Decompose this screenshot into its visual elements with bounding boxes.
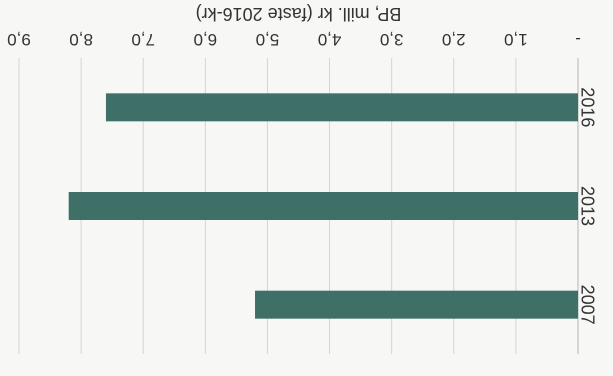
tick-label: 5,0 <box>256 30 280 49</box>
category-label: 2007 <box>577 285 597 325</box>
value-tick-labels: - 1,0 2,0 3,0 4,0 5,0 6,0 7,0 8,0 9,0 <box>7 30 581 49</box>
x-axis-title: BP, mill. kr (faste 2016-kr) <box>196 4 402 24</box>
tick-label: 4,0 <box>318 30 342 49</box>
tick-label: 6,0 <box>194 30 218 49</box>
tick-label: 3,0 <box>380 30 404 49</box>
bar-2016 <box>105 93 578 122</box>
tick-label: 7,0 <box>131 30 155 49</box>
bars <box>68 93 578 319</box>
tick-label: 1,0 <box>504 30 528 49</box>
category-label: 2013 <box>577 186 597 226</box>
bar-2007 <box>255 290 578 319</box>
tick-label: 9,0 <box>7 30 31 49</box>
category-labels: 2007 2013 2016 <box>577 87 597 324</box>
tick-label: 2,0 <box>442 30 466 49</box>
bar-2013 <box>68 192 578 220</box>
category-label: 2016 <box>577 87 597 127</box>
tick-label: - <box>575 30 581 49</box>
tick-label: 8,0 <box>69 30 93 49</box>
